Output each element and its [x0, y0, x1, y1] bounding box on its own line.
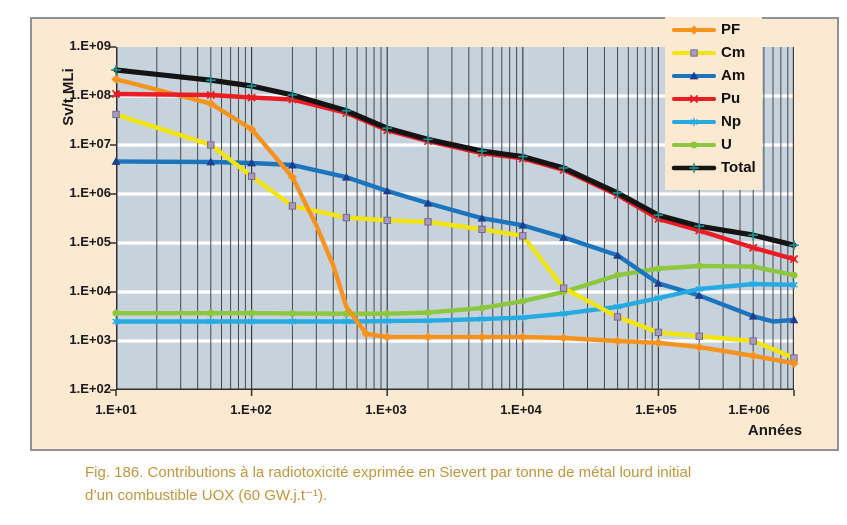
legend-line-sample	[672, 141, 716, 148]
figure-panel: Sv/t MLi 1.E+09 1.E+08 1.E+07 1.E+06 1.E…	[30, 17, 839, 451]
x-axis-tick-label: 1.E+05	[635, 402, 677, 417]
x-axis-tick-label: 1.E+01	[95, 402, 137, 417]
legend-label: Am	[721, 67, 746, 84]
y-axis-tick-label: 1.E+04	[69, 283, 111, 298]
legend-label: Np	[721, 113, 741, 130]
legend-label: U	[721, 136, 732, 153]
caption-line-2: d’un combustible UOX (60 GW.j.t⁻¹).	[85, 486, 328, 504]
legend-line-sample	[671, 162, 717, 173]
legend-line-sample	[672, 117, 716, 126]
y-axis-tick-label: 1.E+09	[69, 38, 111, 53]
legend-line-sample	[672, 71, 716, 79]
legend-item-u: U	[665, 133, 762, 156]
legend-item-pu: Pu	[665, 87, 762, 110]
legend-line-sample	[672, 94, 716, 103]
x-axis-title: Années	[747, 422, 803, 439]
x-axis-tick-label: 1.E+02	[230, 402, 272, 417]
y-axis-tick-label: 1.E+08	[69, 87, 111, 102]
legend-line-sample	[672, 48, 716, 57]
legend-item-total: Total	[665, 156, 762, 179]
legend-item-pf: PF	[665, 18, 762, 41]
legend: PF Cm Am Pu Np U	[665, 17, 762, 190]
y-axis-tick-label: 1.E+02	[69, 381, 111, 396]
y-axis-tick-label: 1.E+03	[69, 332, 111, 347]
legend-label: Total	[721, 159, 756, 176]
legend-item-am: Am	[665, 64, 762, 87]
figure-caption: Fig. 186. Contributions à la radiotoxici…	[85, 462, 785, 507]
legend-label: Pu	[721, 90, 741, 107]
x-axis-tick-label: 1.E+04	[500, 402, 542, 417]
y-axis-tick-label: 1.E+07	[69, 136, 111, 151]
y-axis-tick-label: 1.E+05	[69, 234, 111, 249]
legend-line-sample	[672, 24, 716, 35]
x-axis-tick-label: 1.E+06	[728, 402, 770, 417]
y-axis-tick-label: 1.E+06	[69, 185, 111, 200]
legend-label: Cm	[721, 44, 746, 61]
legend-label: PF	[721, 21, 741, 38]
legend-item-cm: Cm	[665, 41, 762, 64]
caption-line-1: Fig. 186. Contributions à la radiotoxici…	[85, 464, 692, 481]
x-axis-tick-label: 1.E+03	[365, 402, 407, 417]
legend-item-np: Np	[665, 110, 762, 133]
